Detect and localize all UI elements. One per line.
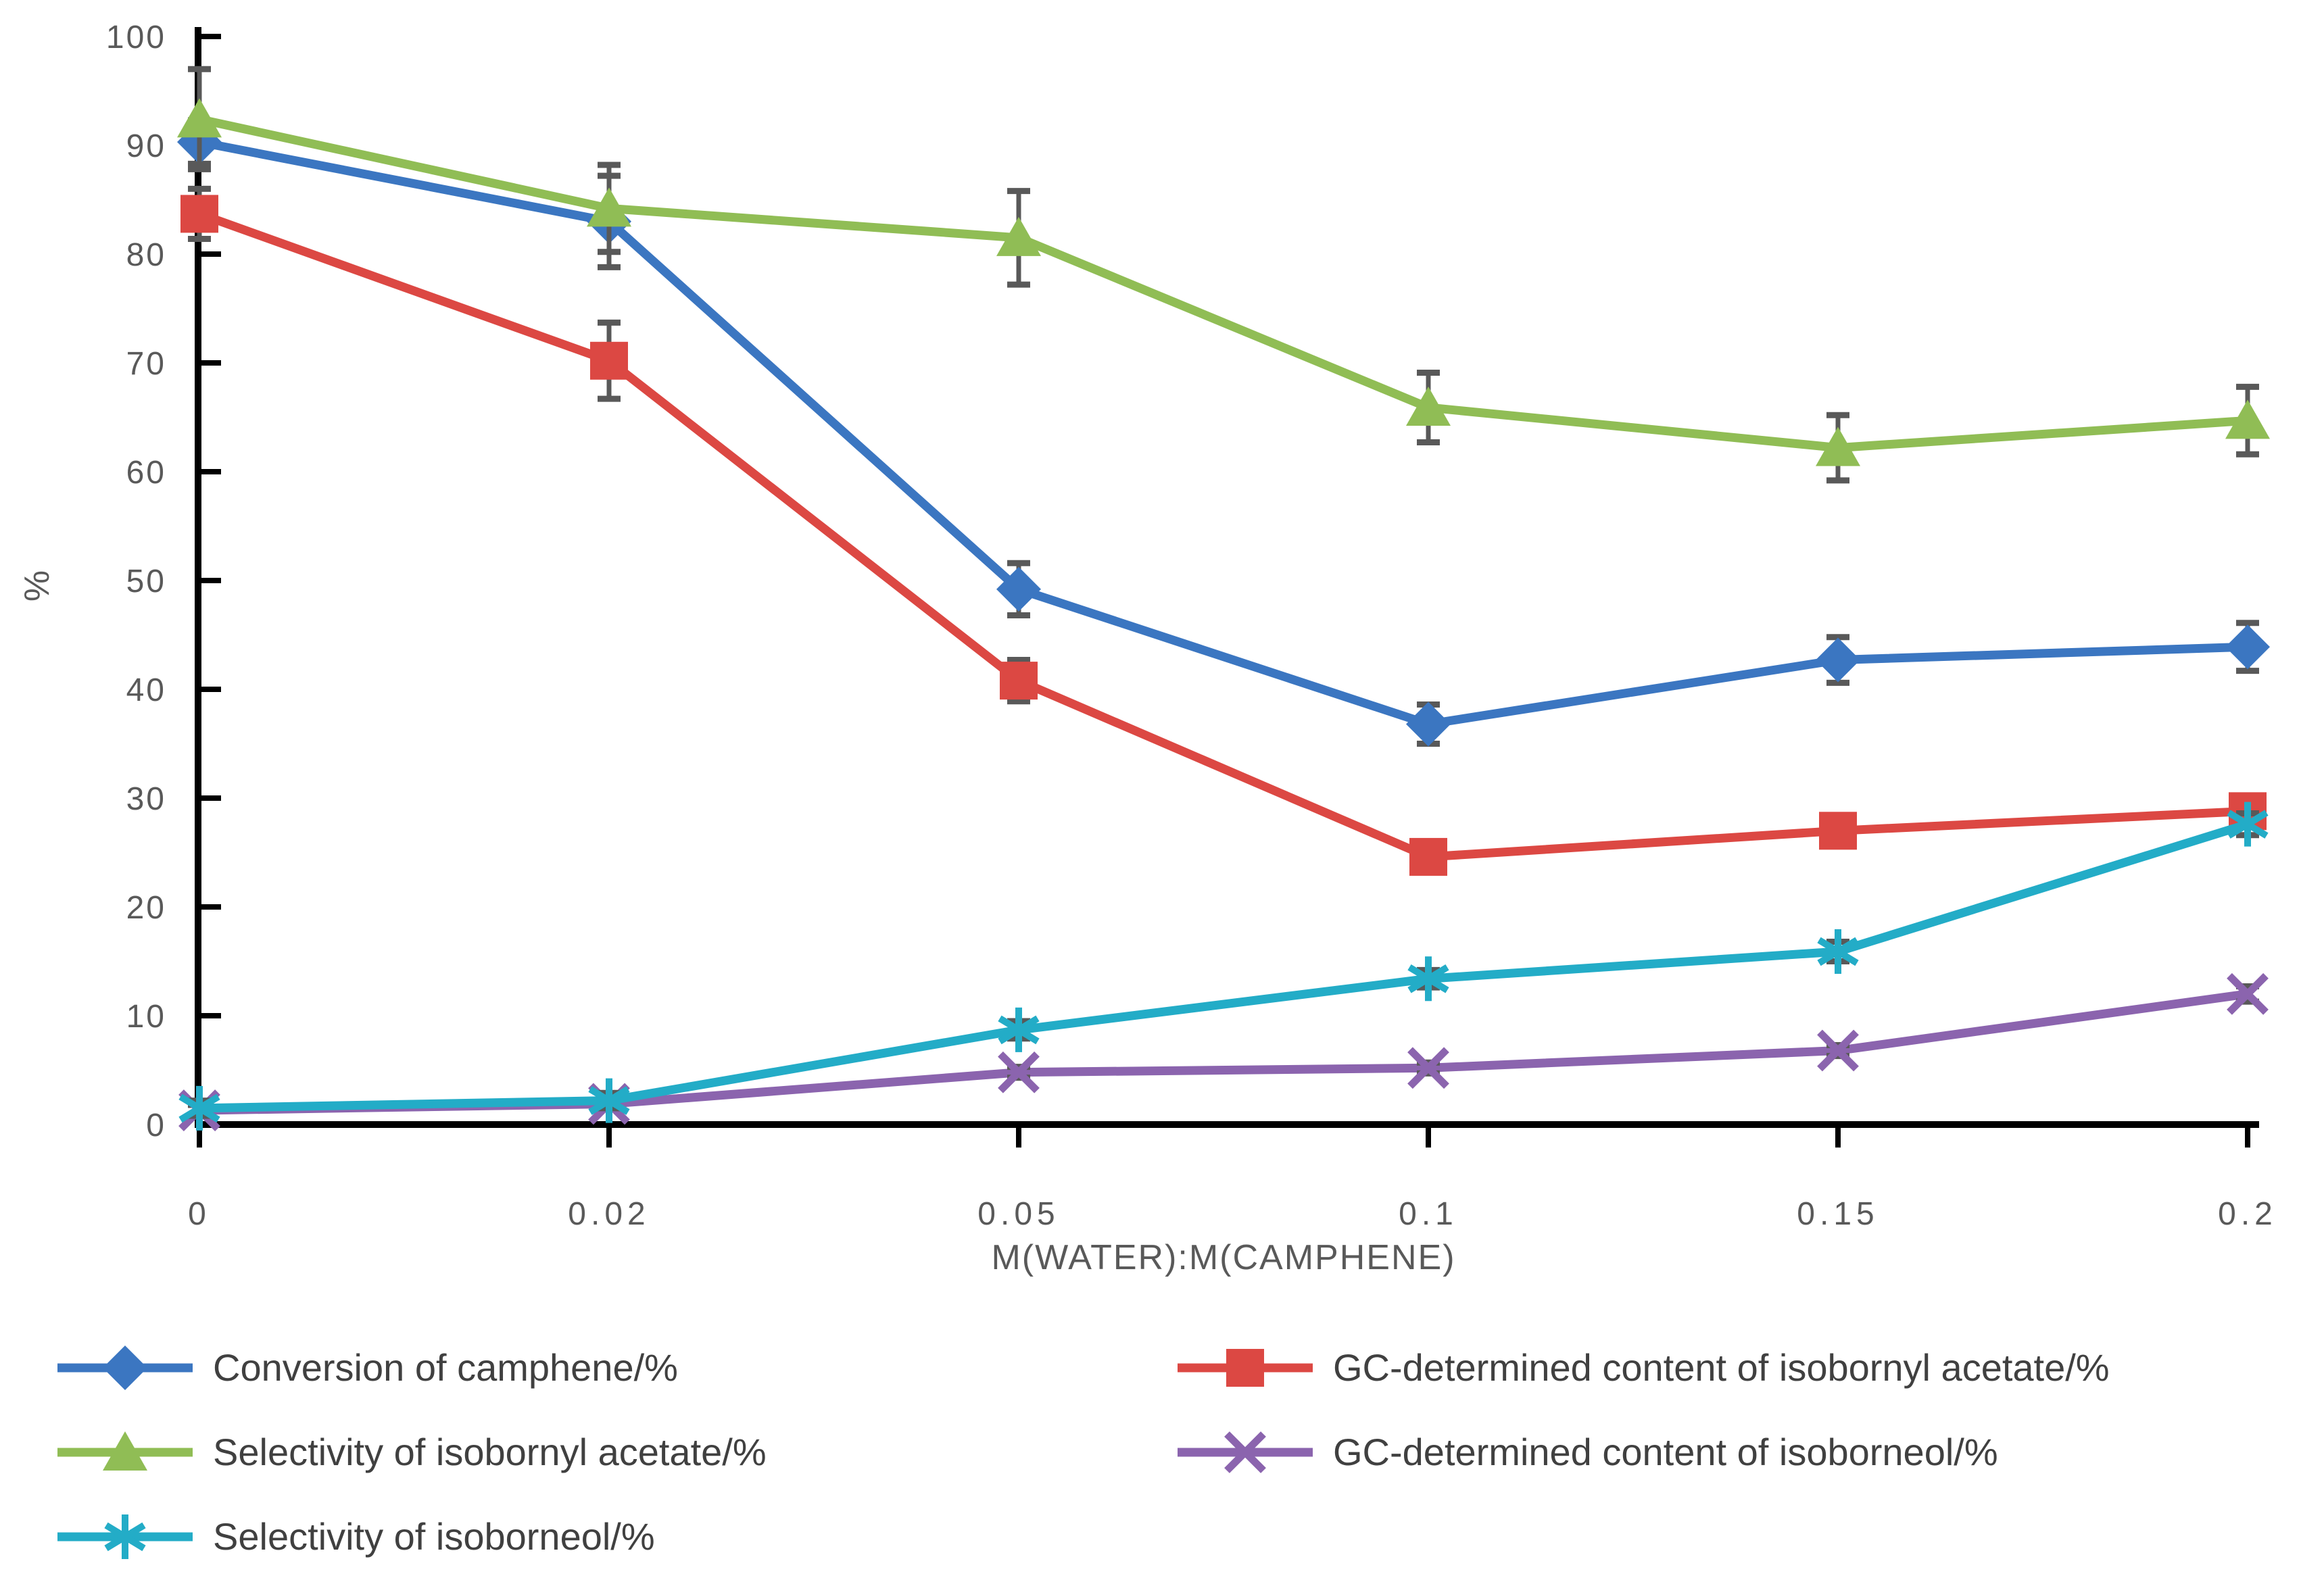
legend-label: Conversion of camphene/% [213,1346,678,1389]
data-point-marker [1816,426,1860,466]
data-point-marker [1224,1431,1266,1473]
series-5 [178,802,2269,1131]
data-point-marker [587,187,631,227]
y-axis-title: % [18,569,57,601]
series-line [199,989,2248,1115]
y-tick-label: 70 [126,346,166,382]
axes-layer: 0 10 20 30 40 50 60 70 80 90 100 0 0.02 0.05 0.1 0.15 0.… [106,20,2277,1232]
legend-label: Selectivity of isobornyl acetate/% [213,1431,767,1473]
data-point-marker [588,1078,630,1123]
y-tick-label: 0 [146,1108,166,1143]
data-point-marker [996,566,1041,612]
series-line [198,137,2248,729]
series-layer [177,66,2270,1131]
x-tick-label: 0 [188,1196,211,1232]
series-2 [180,185,2267,876]
legend-layer: Conversion of camphene/% GC-determined co… [57,1346,2110,1559]
data-point-marker [178,1085,220,1131]
data-point-marker [103,1346,147,1390]
data-point-marker [1409,837,1447,876]
y-tick-label: 50 [126,564,166,599]
data-point-marker [177,98,222,138]
series-line [197,209,2248,862]
legend-item: Selectivity of isobornyl acetate/% [57,1431,767,1473]
legend-item: GC-determined content of isobornyl aceta… [1178,1346,2110,1389]
series-3 [177,66,2270,484]
data-point-marker [1817,1029,1859,1072]
data-point-marker [180,195,218,233]
data-point-marker [2225,399,2270,439]
data-point-marker [996,216,1041,256]
series-line [199,820,2249,1113]
x-tick-label: 0.05 [977,1196,1059,1232]
legend-label: GC-determined content of isoborneol/% [1333,1431,1998,1473]
x-tick-label: 0.1 [1399,1196,1458,1232]
legend-item: GC-determined content of isoborneol/% [1178,1431,1998,1473]
x-tick-label: 0.02 [568,1196,650,1232]
data-point-marker [1816,637,1860,683]
y-tick-label: 100 [106,20,166,55]
data-point-marker [998,1051,1040,1093]
data-point-marker [1406,701,1451,747]
data-point-marker [103,1431,147,1471]
data-point-marker [1817,929,1859,975]
y-tick-label: 40 [126,672,166,708]
y-tick-label: 60 [126,455,166,491]
data-point-marker [998,1007,1040,1052]
data-point-marker [104,1514,146,1559]
legend-label: GC-determined content of isobornyl aceta… [1333,1346,2110,1389]
x-axis-title: M(WATER):M(CAMPHENE) [991,1238,1455,1277]
y-tick-label: 80 [126,237,166,273]
series-1 [177,117,2270,747]
data-point-marker [2225,624,2270,670]
x-tick-label: 0.15 [1797,1196,1879,1232]
data-point-marker [1407,1047,1449,1089]
y-tick-label: 20 [126,890,166,926]
data-point-marker [590,341,628,380]
y-tick-label: 10 [126,999,166,1035]
data-point-marker [1000,662,1038,700]
data-point-marker [1407,956,1449,1002]
data-point-marker [1406,387,1451,426]
y-tick-label: 90 [126,128,166,164]
series-line [198,115,2248,453]
legend-item: Conversion of camphene/% [57,1346,678,1390]
x-tick-label: 0.2 [2218,1196,2277,1232]
legend-item: Selectivity of isoborneol/% [57,1514,655,1559]
y-tick-label: 30 [126,781,166,817]
data-point-marker [2227,802,2269,847]
legend-label: Selectivity of isoborneol/% [213,1515,655,1558]
data-point-marker [1226,1349,1264,1387]
data-point-marker [2227,972,2269,1015]
data-point-marker [1819,812,1857,850]
